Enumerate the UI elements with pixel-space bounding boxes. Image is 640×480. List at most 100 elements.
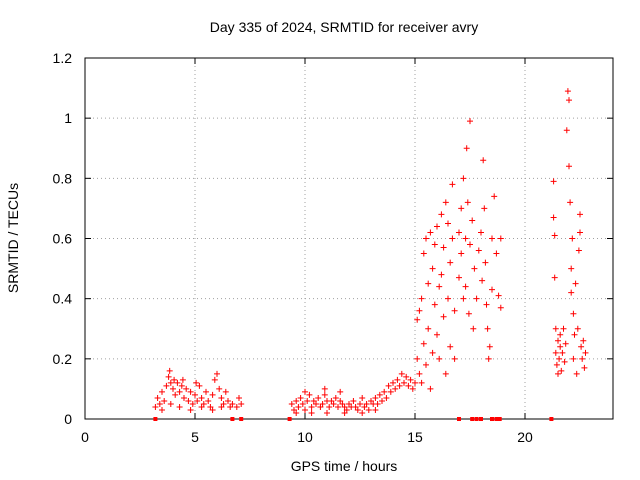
data-point [568,289,575,296]
data-point [198,403,205,410]
data-point [431,241,438,248]
data-point [427,229,434,236]
data-point [416,370,423,377]
data-point [564,88,571,95]
data-point [464,199,471,206]
data-point [440,313,447,320]
data-point [481,205,488,212]
data-point [489,235,495,242]
data-point [451,307,458,314]
data-point [166,367,173,374]
data-point [550,214,557,221]
data-point [363,400,370,407]
data-point [495,292,502,299]
data-point [238,400,245,407]
data-point [372,394,379,401]
data-point [469,217,476,224]
data-point [163,382,170,389]
data-point [339,400,346,407]
data-point [449,235,456,242]
data-point [486,343,493,350]
data-point [198,394,205,401]
data-point [445,295,451,302]
y-axis-label: SRMTID / TECUs [5,183,21,293]
data-point [551,274,558,281]
data-point [187,406,194,413]
baseline-marker [230,417,235,421]
data-point [156,400,163,407]
data-point [438,271,445,278]
data-point [337,397,344,404]
data-point [324,409,330,416]
data-point [420,340,427,347]
data-point [229,400,236,407]
data-point [562,340,569,347]
data-point [484,325,491,332]
data-point [456,274,462,281]
data-point [566,97,572,104]
data-point [561,358,568,365]
baseline-marker [239,417,244,421]
data-point [434,223,440,230]
data-point [379,397,385,404]
data-point [341,403,348,410]
data-point [376,391,383,398]
data-point [471,265,478,272]
data-point [187,388,194,395]
data-point [423,361,429,368]
data-point [463,145,470,152]
data-point [425,280,432,287]
data-point [352,403,359,410]
data-point [557,331,564,338]
data-point [181,394,187,401]
data-point [401,379,407,386]
baseline-marker [494,417,499,421]
data-point [310,397,317,404]
data-point [578,343,585,350]
data-point [438,211,445,218]
data-point [465,310,472,317]
data-point [491,193,498,200]
data-point [489,286,495,293]
data-point [409,385,416,392]
data-point [557,343,564,350]
data-point [447,343,454,350]
data-point [152,403,159,410]
data-point [381,388,388,395]
baseline-marker [470,417,475,421]
data-point [553,361,560,368]
data-point [176,403,183,410]
data-point [302,406,308,413]
y-tick-label: 0.4 [53,291,73,307]
data-point [209,406,216,413]
data-point [297,394,304,401]
data-point [429,349,436,356]
data-point [293,409,300,416]
chart-title: Day 335 of 2024, SRMTID for receiver avr… [210,19,478,35]
data-point [552,325,559,332]
y-tick-label: 0 [64,411,72,427]
baseline-markers [153,417,554,421]
data-point [427,385,434,392]
data-point [361,403,368,410]
data-point [577,211,583,218]
data-point [462,235,469,242]
data-point [479,277,486,284]
data-point [431,301,438,308]
data-point [368,397,374,404]
x-axis-label: GPS time / hours [291,458,398,474]
data-point [189,400,196,407]
data-point [313,400,319,407]
data-point [293,397,300,404]
data-point [440,244,447,251]
data-point [582,349,589,356]
data-point [154,394,161,401]
data-point [178,382,185,389]
data-point [308,403,315,410]
data-point [174,379,181,386]
data-point [359,394,366,401]
data-point [233,403,240,410]
data-point [403,373,410,380]
data-point [350,397,357,404]
data-point [460,295,467,302]
